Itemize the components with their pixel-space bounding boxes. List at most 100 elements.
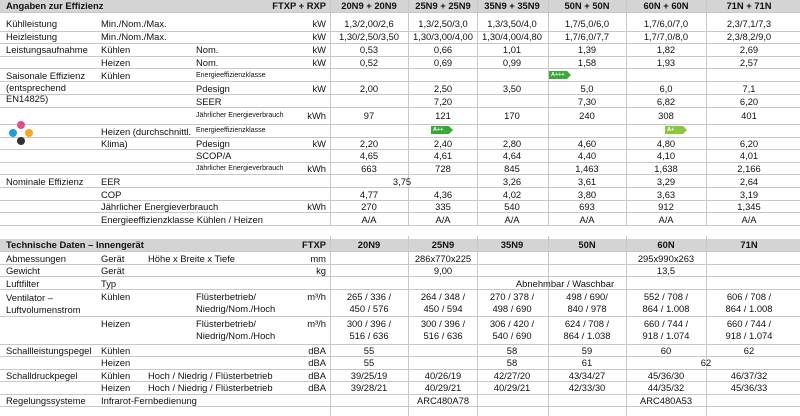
heizleistung-label: Heizleistung <box>6 31 58 42</box>
vent-h-line1: 300 / 396 / <box>420 318 466 329</box>
saisonal-kuehlen: Kühlen <box>101 70 131 81</box>
nominal-label: Nominale Effizienz <box>6 176 84 187</box>
vent-h-line1: 624 / 708 / <box>564 318 610 329</box>
ventilator-kuehlen: Kühlen <box>101 291 131 302</box>
tech-col-header-4: 50N <box>578 239 596 250</box>
gewicht-sub: Gerät <box>101 265 125 276</box>
cop-value: 3,63 <box>656 189 676 200</box>
saisonal-label: Saisonale Effizienz (entsprechend EN1482… <box>6 70 86 104</box>
schalldruck-kuehlen: Kühlen <box>101 370 131 381</box>
kuehlleistung-value: 1,3/3,50/4,0 <box>487 18 537 29</box>
vent-h-line1: 306 / 420 / <box>489 318 535 329</box>
gewicht-unit: kg <box>316 265 326 276</box>
leistungsaufnahme-heizen-value: 0,99 <box>502 57 522 68</box>
cop-value: 4,77 <box>359 189 379 200</box>
efficiency-model-header: FTXP + RXP <box>272 0 326 11</box>
nominal-verbrauch-value: 335 <box>435 201 451 212</box>
heizleistung-value: 1,30/2,50/3,50 <box>339 31 399 42</box>
vent-k-line2: 498 / 690 <box>492 303 532 314</box>
saisonal-k-pdesign-unit: kW <box>312 83 326 94</box>
leistungsaufnahme-kuehlen-value: 2,69 <box>739 44 759 55</box>
regelung-sub: Infrarot-Fernbedienung <box>101 395 197 406</box>
leistungsaufnahme-kuehlen: Kühlen <box>101 44 131 55</box>
klasse-value: A/A <box>504 214 520 225</box>
leistungsaufnahme-heizen-value: 2,57 <box>739 57 759 68</box>
ventilator-detail-1: Flüsterbetrieb/ <box>196 318 256 329</box>
tech-col-header-1: 20N9 <box>357 239 381 250</box>
kuehlleistung-unit: kW <box>312 18 326 29</box>
leistungsaufnahme-kuehlen-value: 1,82 <box>656 44 676 55</box>
regelung-value: ARC480A78 <box>416 395 470 406</box>
heizleistung-value: 2,3/8,2/9,0 <box>726 31 772 42</box>
tech-col-header-2: 25N9 <box>431 239 455 250</box>
vent-h-line1: 660 / 744 / <box>643 318 689 329</box>
k-pdesign-value: 7,1 <box>742 83 756 94</box>
vent-k-line1: 264 / 348 / <box>420 291 466 302</box>
technical-model-header: FTXP <box>302 239 326 250</box>
schalldruck-label: Schalldruckpegel <box>6 370 78 381</box>
vent-h-line2: 918 / 1.074 <box>725 330 773 341</box>
col-header-4: 50N + 50N <box>564 0 610 11</box>
schalldruck-k-value: 40/26/19 <box>424 370 462 381</box>
regelung-label: Regelungssysteme <box>6 395 86 406</box>
eer-value: 3,29 <box>656 176 676 187</box>
h-verbrauch-value: 728 <box>435 163 451 174</box>
schalldruck-unit: dBA <box>308 382 326 393</box>
energy-class-badge: A+++ <box>549 71 571 79</box>
ventilator-detail-2: Niedrig/Nom./Hoch <box>196 330 276 341</box>
h-verbrauch-value: 1,463 <box>575 163 599 174</box>
schallleistung-h-value: 61 <box>581 357 593 368</box>
h-pdesign-value: 4,80 <box>656 138 676 149</box>
klasse-value: A/A <box>741 214 757 225</box>
vent-k-line1: 270 / 378 / <box>489 291 535 302</box>
h-scop-value: 4,61 <box>433 150 453 161</box>
schallleistung-label: Schallleistungspegel <box>6 345 92 356</box>
saisonal-scop: SCOP/A <box>196 150 232 161</box>
schallleistung-heizen: Heizen <box>101 357 131 368</box>
k-pdesign-value: 5,0 <box>580 83 594 94</box>
nominal-verbrauch: Jährlicher Energieverbrauch <box>101 201 219 212</box>
h-pdesign-unit: kW <box>312 138 326 149</box>
klasse-value: A/A <box>579 214 595 225</box>
leistungsaufnahme-sub: Nom. <box>196 57 219 68</box>
col-header-2: 25N9 + 25N9 <box>415 0 471 11</box>
vent-k-line1: 265 / 336 / <box>346 291 392 302</box>
abmessungen-label: Abmessungen <box>6 253 66 264</box>
eer-value: 3,61 <box>577 176 597 187</box>
leistungsaufnahme-heizen-value: 0,69 <box>433 57 453 68</box>
heizleistung-sub: Min./Nom./Max. <box>101 31 167 42</box>
nominal-verbrauch-value: 540 <box>504 201 520 212</box>
k-verbrauch-unit: kWh <box>307 110 326 121</box>
saisonal-h-verbrauch: Jährlicher Energieverbrauch <box>196 165 284 172</box>
k-verbrauch-value: 240 <box>579 110 595 121</box>
leistungsaufnahme-kuehlen-value: 0,53 <box>359 44 379 55</box>
vent-h-line2: 864 / 1.038 <box>563 330 611 341</box>
klasse-value: A/A <box>361 214 377 225</box>
vent-k-line1: 498 / 690/ <box>566 291 608 302</box>
nominal-eer: EER <box>101 176 121 187</box>
schalldruck-h-value: 40/29/21 <box>493 382 531 393</box>
kuehlleistung-value: 1,3/2,50/3,0 <box>418 18 468 29</box>
saisonal-h-energieklasse: Energieeffizienzklasse <box>196 127 266 134</box>
leistungsaufnahme-heizen-value: 0,52 <box>359 57 379 68</box>
col-header-5: 60N + 60N <box>643 0 689 11</box>
h-scop-value: 4,64 <box>502 150 522 161</box>
leistungsaufnahme-kuehlen-value: 1,01 <box>502 44 522 55</box>
schalldruck-k-value: 46/37/32 <box>730 370 768 381</box>
heizleistung-unit: kW <box>312 31 326 42</box>
leistungsaufnahme-heizen: Heizen <box>101 57 131 68</box>
schallleistung-h-value: 55 <box>363 357 375 368</box>
schalldruck-k-value: 42/27/20 <box>493 370 531 381</box>
vent-h-line2: 516 / 636 <box>423 330 463 341</box>
klasse-value: A/A <box>435 214 451 225</box>
abmessungen-value: 286x770x225 <box>414 253 472 264</box>
k-seer-value: 6,20 <box>739 96 759 107</box>
saisonal-k-energieklasse: Energieeffizienzklasse <box>196 72 266 79</box>
schallleistung-k-value: 59 <box>581 345 593 356</box>
h-pdesign-value: 2,40 <box>433 138 453 149</box>
vent-k-line2: 864 / 1.008 <box>725 303 773 314</box>
tech-col-header-3: 35N9 <box>500 239 524 250</box>
eer-value: 3,75 <box>392 176 412 187</box>
climate-dots-icon <box>9 121 33 145</box>
schalldruck-heizen: Heizen <box>101 382 131 393</box>
